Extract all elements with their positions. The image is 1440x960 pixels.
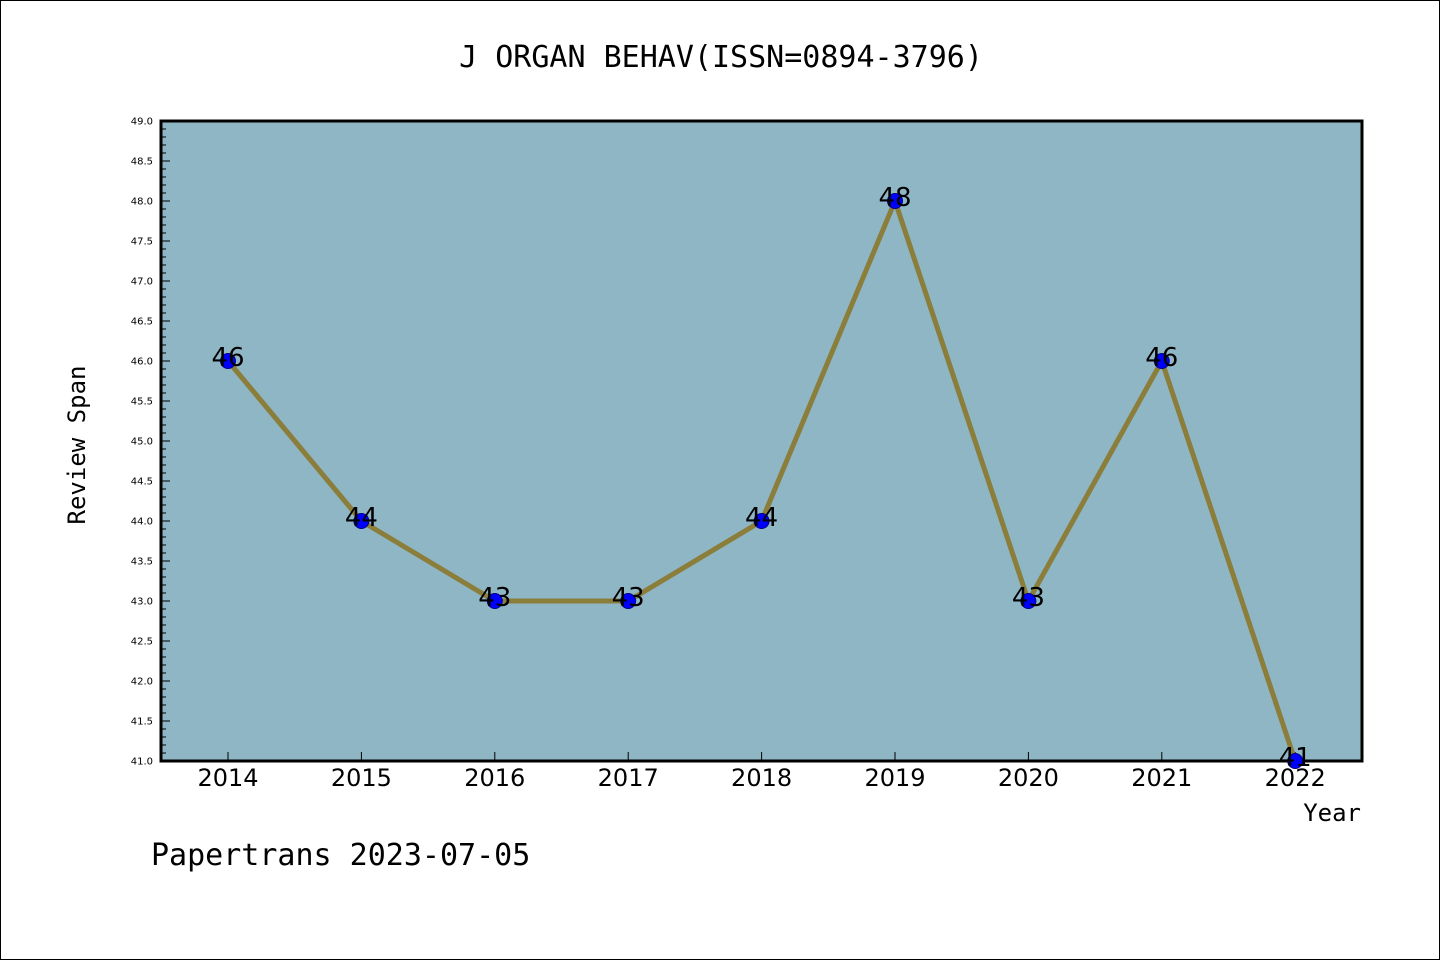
data-point: [753, 513, 770, 529]
y-tick-label: 44.0: [131, 517, 153, 528]
x-tick-label: 2015: [331, 764, 392, 792]
x-axis-label: Year: [1303, 799, 1361, 827]
plot-area: [159, 119, 1364, 763]
x-tick-label: 2021: [1131, 764, 1192, 792]
data-label: 43: [612, 583, 645, 613]
y-tick-label: 45.5: [131, 397, 153, 408]
chart-title: J ORGAN BEHAV(ISSN=0894-3796): [459, 40, 983, 75]
y-tick-label: 42.5: [131, 637, 153, 648]
data-point: [486, 593, 503, 609]
data-point: [1153, 353, 1170, 369]
y-tick-label: 48.5: [131, 157, 153, 168]
x-tick-label: 2014: [197, 764, 258, 792]
data-point: [1020, 593, 1037, 609]
data-label: 43: [478, 583, 511, 613]
data-point: [887, 193, 903, 209]
data-markers: [220, 193, 1304, 769]
x-tick-label: 2016: [464, 764, 525, 792]
x-axis: 2014 2015 2016 2017 2018 2019 2020 2021 2022: [197, 752, 1326, 792]
y-axis: 41.0 41.5 42.0 42.5 43.0 43.5 44.0 44.5 45.0 45.5…: [131, 117, 170, 768]
data-label: 46: [211, 343, 244, 373]
y-tick-label: 46.0: [131, 357, 153, 368]
x-tick-label: 2018: [731, 764, 792, 792]
data-label: 44: [345, 503, 378, 533]
data-labels: 46 44 43 43 44 48 43 46 41: [211, 183, 1311, 773]
x-tick-label: 2019: [864, 764, 925, 792]
data-label: 41: [1279, 743, 1312, 773]
y-tick-label: 49.0: [131, 117, 153, 128]
data-label: 43: [1012, 583, 1045, 613]
y-tick-label: 47.0: [131, 277, 153, 288]
y-tick-label: 41.0: [131, 757, 153, 768]
data-label: 48: [878, 183, 911, 213]
x-tick-label: 2020: [998, 764, 1059, 792]
data-point: [620, 593, 637, 609]
y-tick-label: 48.0: [131, 197, 153, 208]
y-tick-label: 42.0: [131, 677, 153, 688]
data-point: [1287, 753, 1304, 769]
y-axis-label: Review Span: [63, 366, 91, 525]
footer-credit: Papertrans 2023-07-05: [151, 838, 530, 873]
y-tick-label: 45.0: [131, 437, 153, 448]
y-tick-label: 43.5: [131, 557, 153, 568]
x-tick-label: 2017: [598, 764, 659, 792]
data-label: 44: [745, 503, 778, 533]
data-label: 46: [1145, 343, 1178, 373]
data-point: [220, 353, 236, 369]
y-tick-label: 43.0: [131, 597, 153, 608]
data-point: [353, 513, 370, 529]
y-tick-label: 44.5: [131, 477, 153, 488]
y-tick-label: 41.5: [131, 717, 153, 728]
y-tick-label: 47.5: [131, 237, 153, 248]
y-tick-label: 46.5: [131, 317, 153, 328]
